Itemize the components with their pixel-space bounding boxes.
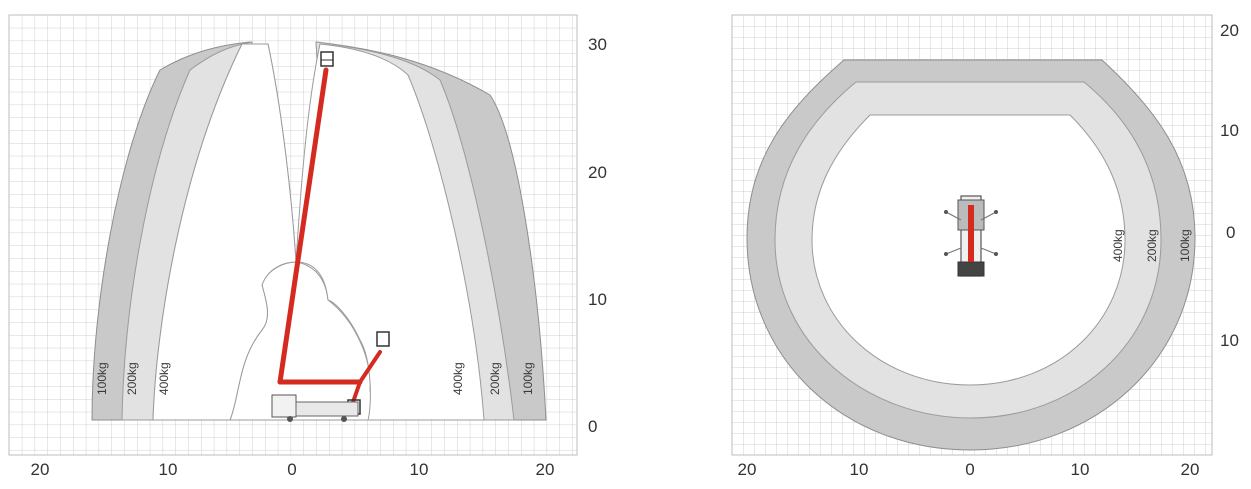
top-x-tick: 0	[965, 460, 974, 479]
top-label-200kg: 200kg	[1145, 229, 1159, 262]
top-view-panel: 400kg 200kg 100kg 20 10 0 10 20 20 10 0 …	[720, 0, 1251, 484]
side-view-diagram: 100kg 200kg 400kg 400kg 200kg 100kg 20 1…	[8, 14, 607, 479]
top-label-100kg: 100kg	[1178, 229, 1192, 262]
side-y-tick: 20	[588, 163, 607, 182]
top-label-400kg: 400kg	[1111, 229, 1125, 262]
side-x-tick: 0	[287, 460, 296, 479]
top-x-tick: 10	[850, 460, 869, 479]
side-y-tick: 0	[588, 417, 597, 436]
top-x-tick: 10	[1071, 460, 1090, 479]
side-label-200kg-right: 200kg	[488, 362, 502, 395]
side-view-panel: 100kg 200kg 400kg 400kg 200kg 100kg 20 1…	[0, 0, 620, 484]
top-x-tick: 20	[738, 460, 757, 479]
platform-basket-mid	[376, 331, 390, 347]
side-y-tick: 30	[588, 35, 607, 54]
side-zone-400kg-left	[152, 43, 297, 421]
side-x-tick: 10	[159, 460, 178, 479]
vehicle-chassis	[271, 394, 359, 422]
top-y-tick: 0	[1226, 223, 1235, 242]
side-label-100kg-left: 100kg	[95, 362, 109, 395]
side-label-200kg-left: 200kg	[125, 362, 139, 395]
top-y-tick: 10	[1220, 121, 1239, 140]
side-label-100kg-right: 100kg	[521, 362, 535, 395]
boom-arm	[277, 67, 382, 407]
side-y-tick: 10	[588, 290, 607, 309]
side-label-400kg-left: 400kg	[157, 362, 171, 395]
side-x-tick: 20	[31, 460, 50, 479]
top-view-diagram: 400kg 200kg 100kg 20 10 0 10 20 20 10 0 …	[731, 14, 1239, 479]
side-label-400kg-right: 400kg	[451, 362, 465, 395]
platform-basket-top	[320, 51, 334, 67]
top-y-tick: 20	[1220, 21, 1239, 40]
side-x-tick: 20	[536, 460, 555, 479]
side-x-tick: 10	[410, 460, 429, 479]
top-y-tick: 10	[1220, 331, 1239, 350]
top-x-tick: 20	[1181, 460, 1200, 479]
vehicle-top	[944, 195, 998, 277]
